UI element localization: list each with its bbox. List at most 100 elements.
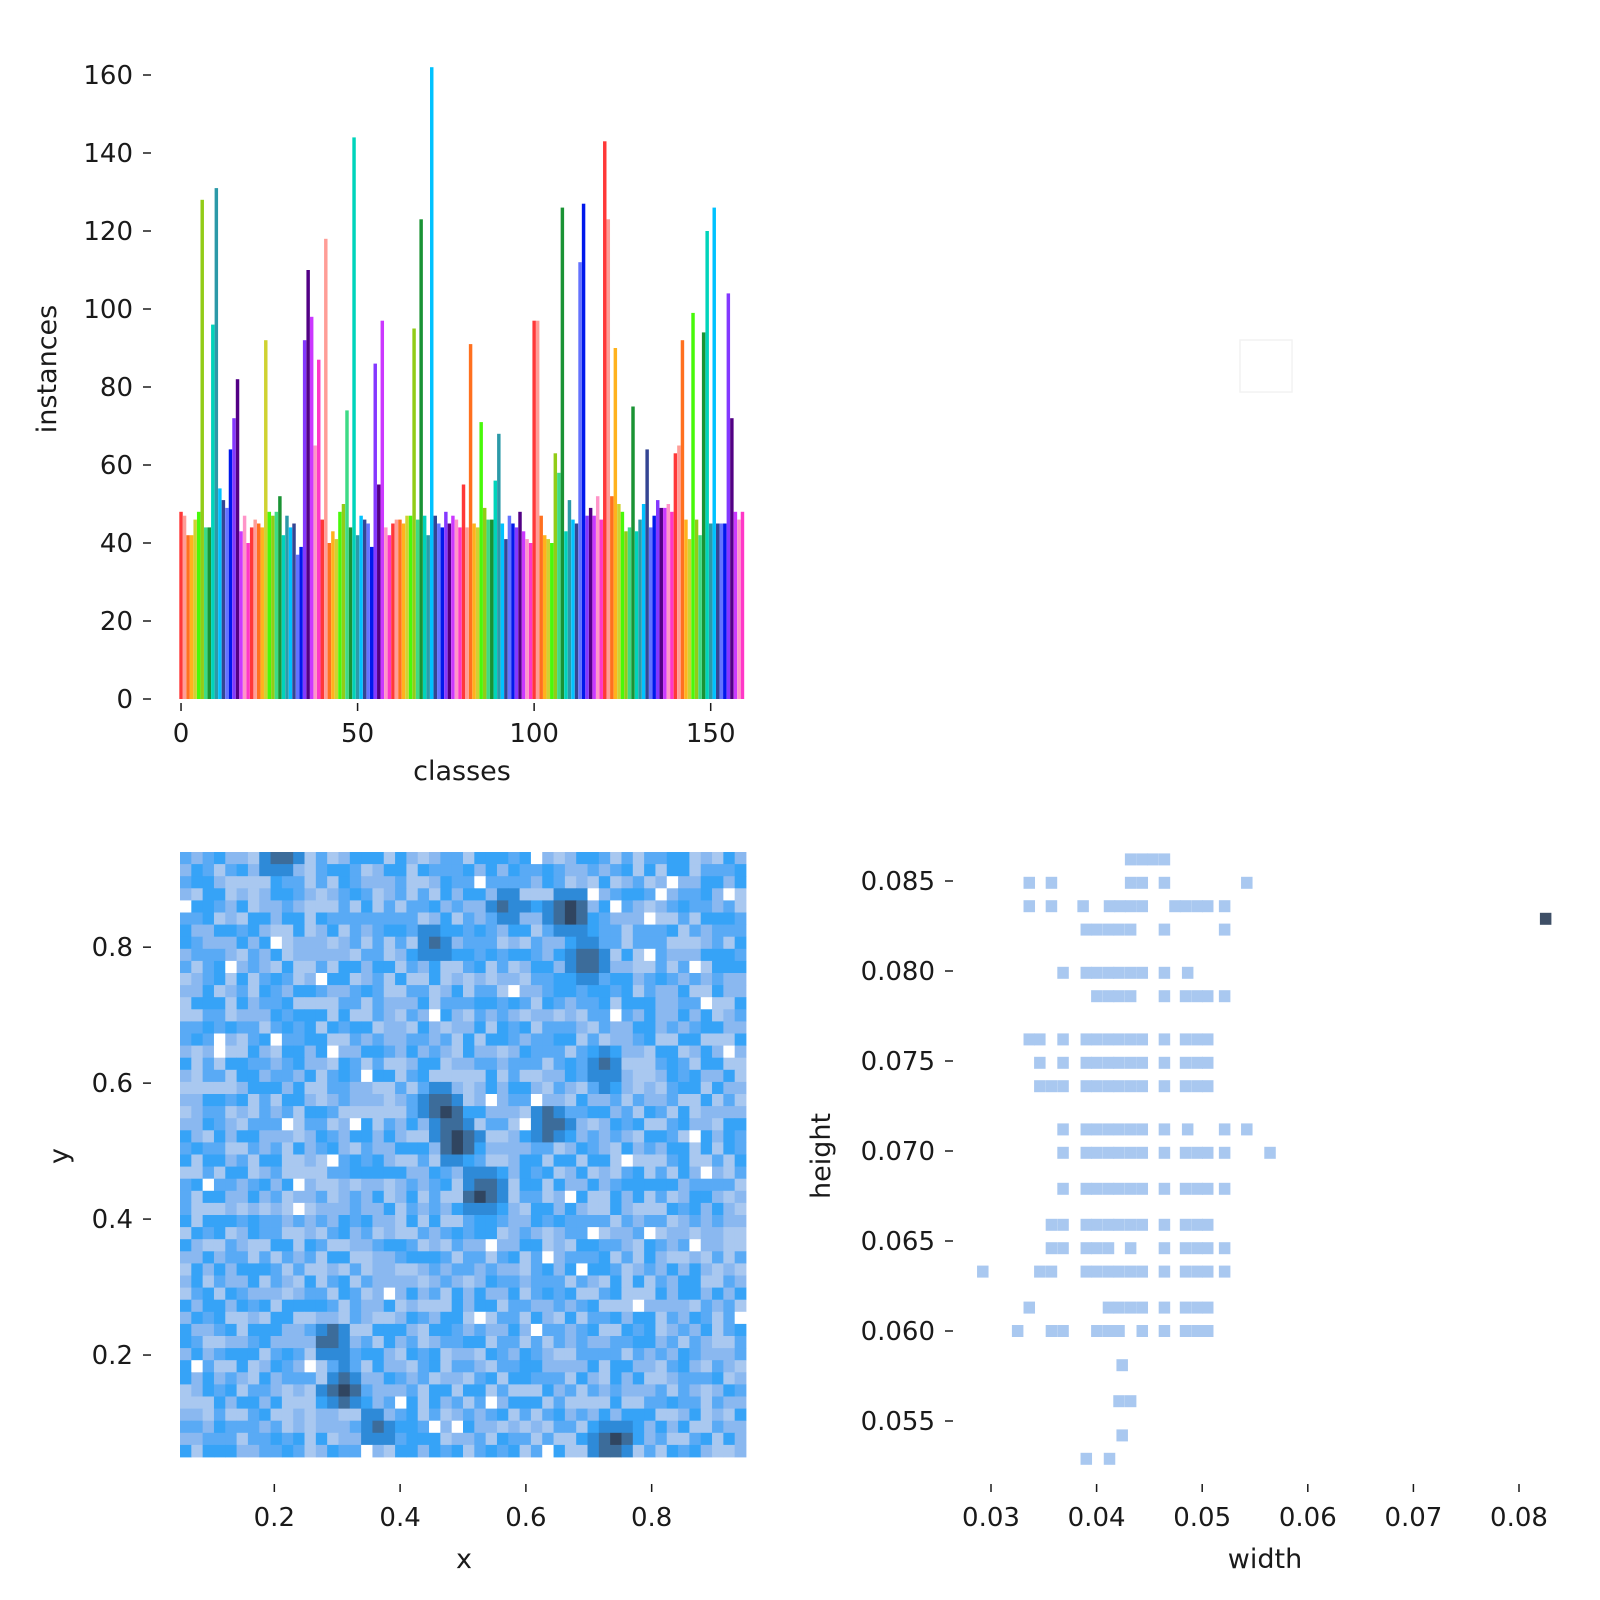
heatmap-cell [213, 924, 226, 938]
heatmap-cell [700, 1094, 713, 1107]
heatmap-cell [519, 1251, 532, 1264]
histogram-bar [673, 453, 678, 699]
width-height-cell [1103, 900, 1116, 913]
heatmap-cell [281, 997, 294, 1010]
heatmap-cell [644, 973, 656, 986]
heatmap-cell [417, 985, 430, 998]
heatmap-cell [281, 1069, 294, 1083]
heatmap-cell [372, 1057, 385, 1071]
histogram-bar [613, 348, 618, 699]
heatmap-cell [655, 876, 668, 889]
width-height-cell [1045, 1265, 1058, 1278]
heatmap-cell [180, 876, 192, 889]
heatmap-cell [655, 1432, 668, 1446]
width-height-cell [1136, 1218, 1149, 1231]
histogram-bar [610, 496, 614, 699]
heatmap-cell [406, 1396, 419, 1409]
heatmap-cell [496, 1299, 509, 1313]
heatmap-cell [180, 924, 192, 938]
heatmap-cell [247, 1215, 260, 1228]
heatmap-cell [451, 1444, 464, 1458]
heatmap-cell [598, 985, 611, 998]
width-height-cell [1158, 1301, 1171, 1314]
width-height-cell [1091, 1242, 1103, 1255]
heatmap-cell [666, 1094, 679, 1107]
heatmap-cell [315, 1021, 328, 1034]
histogram-bar [260, 527, 264, 699]
heatmap-cell [247, 852, 260, 865]
heatmap-cell [598, 1142, 611, 1155]
heatmap-cell [655, 864, 668, 877]
heatmap-cell [485, 1311, 498, 1325]
width-height-cell [1080, 923, 1093, 936]
heatmap-cell [315, 1299, 328, 1313]
histogram-bar [461, 484, 466, 699]
heatmap-cell [542, 1021, 554, 1034]
heatmap-cell [395, 948, 407, 962]
heatmap-cell [678, 1069, 690, 1083]
heatmap-cell [304, 1323, 317, 1337]
heatmap-cell [542, 1033, 554, 1046]
heatmap-cell [553, 1420, 566, 1434]
heatmap-cell [689, 1263, 702, 1276]
heatmap-cell [315, 1384, 328, 1397]
heatmap-cell [451, 1251, 464, 1264]
heatmap-cell [553, 1336, 566, 1349]
heatmap-cell [508, 1239, 520, 1252]
heatmap-cell [225, 1118, 237, 1131]
heatmap-cell [202, 1372, 215, 1385]
heatmap-cell [474, 1396, 487, 1409]
heatmap-cell [429, 1372, 441, 1385]
heatmap-cell [530, 1057, 543, 1071]
heatmap-cell [395, 1408, 407, 1422]
heatmap-cell [655, 924, 668, 938]
heatmap-cell [530, 1045, 543, 1059]
heatmap-cell [315, 1009, 328, 1022]
heatmap-cell [734, 1106, 747, 1119]
heatmap-cell [644, 1009, 656, 1022]
heatmap-cell [372, 1408, 385, 1422]
heatmap-cell [440, 1081, 453, 1095]
heatmap-cell [712, 1384, 724, 1397]
heatmap-cell [598, 1384, 611, 1397]
heatmap-cell [678, 1106, 690, 1119]
width-height-cell [1124, 1080, 1137, 1093]
heatmap-cell [338, 1432, 351, 1446]
heatmap-cell [542, 1336, 554, 1349]
heatmap-cell [372, 1009, 385, 1022]
heatmap-cell [372, 1311, 385, 1325]
heatmap-cell [225, 1081, 237, 1095]
heatmap-cell [644, 1384, 656, 1397]
width-height-cell [1218, 1265, 1231, 1278]
heatmap-cell [247, 985, 260, 998]
heatmap-cell [361, 1130, 373, 1143]
heatmap-cell [406, 1360, 419, 1373]
heatmap-cell [564, 1444, 577, 1458]
heatmap-cell [247, 1372, 260, 1385]
heatmap-cell [395, 1154, 407, 1167]
heatmap-cell [440, 1432, 453, 1446]
heatmap-cell [576, 1311, 588, 1325]
heatmap-cell [361, 1227, 373, 1240]
heatmap-cell [191, 924, 204, 938]
width-height-cell [1181, 966, 1194, 979]
heatmap-cell [213, 1178, 226, 1192]
histogram-bar [606, 219, 611, 700]
heatmap-cell [598, 1057, 611, 1071]
width-height-cell [1201, 1265, 1214, 1278]
heatmap-cell [383, 1021, 396, 1034]
width-height-cell [1136, 876, 1149, 889]
heatmap-cell [417, 1009, 430, 1022]
heatmap-cell [361, 1190, 373, 1204]
heatmap-cell [644, 1396, 656, 1409]
heatmap-cell [429, 1009, 441, 1022]
heatmap-cell [180, 1057, 192, 1071]
heatmap-cell [440, 1033, 453, 1046]
heatmap-cell [700, 1396, 713, 1409]
heatmap-cell [451, 1432, 464, 1446]
heatmap-cell [542, 1384, 554, 1397]
heatmap-cell [576, 1360, 588, 1373]
width-height-x-axis-label: width [1228, 1544, 1302, 1575]
heatmap-cell [712, 997, 724, 1010]
heatmap-cell [213, 1190, 226, 1204]
